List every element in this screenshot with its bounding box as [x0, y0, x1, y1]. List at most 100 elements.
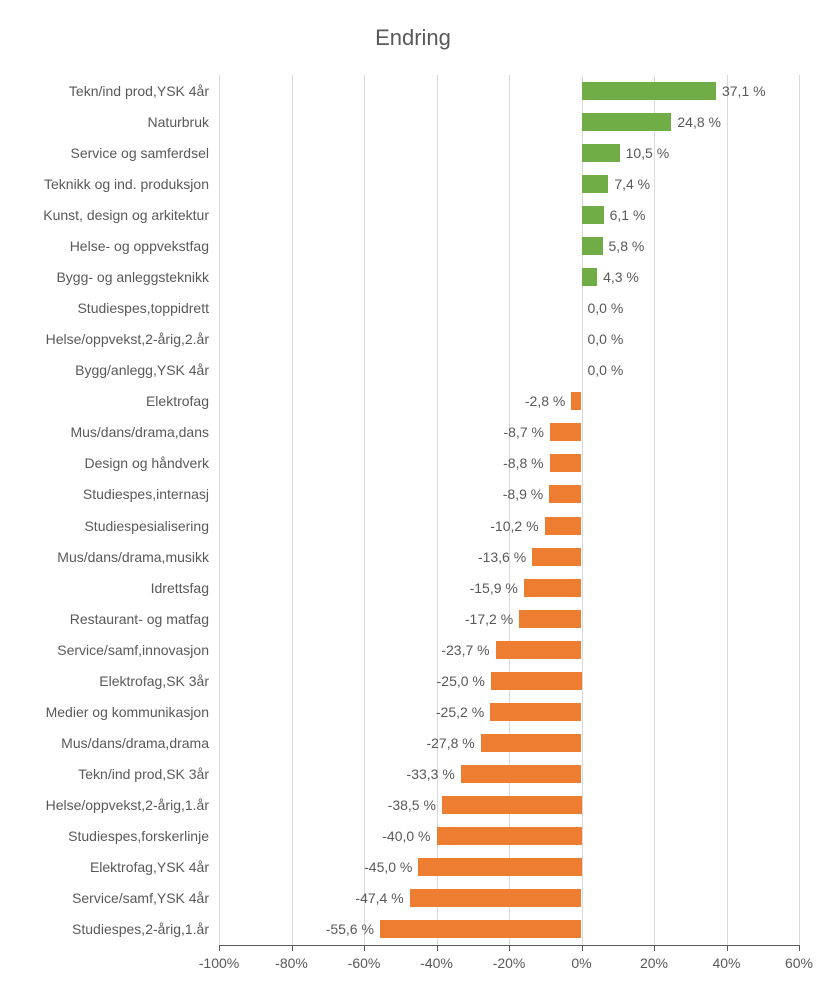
- bar: [571, 392, 581, 410]
- bar: [582, 268, 598, 286]
- x-tick: [292, 945, 293, 951]
- x-tick-label: 20%: [640, 955, 668, 971]
- category-label: Service/samf,innovasjon: [57, 642, 209, 658]
- gridline: [509, 75, 510, 945]
- bar: [418, 858, 581, 876]
- x-tick: [364, 945, 365, 951]
- data-label: 0,0 %: [588, 362, 624, 378]
- category-label: Helse/oppvekst,2-årig,2.år: [46, 331, 209, 347]
- data-label: 7,4 %: [614, 176, 650, 192]
- bar: [582, 237, 603, 255]
- bar: [490, 703, 581, 721]
- category-label: Elektrofag,YSK 4år: [90, 859, 209, 875]
- gridline: [364, 75, 365, 945]
- bar: [519, 610, 581, 628]
- data-label: -10,2 %: [490, 518, 538, 534]
- data-label: -15,9 %: [470, 580, 518, 596]
- bar: [545, 517, 582, 535]
- bar: [532, 548, 581, 566]
- chart-container: Endring -100%-80%-60%-40%-20%0%20%40%60%…: [0, 0, 826, 990]
- category-label: Mus/dans/drama,dans: [70, 424, 209, 440]
- x-tick-label: -60%: [348, 955, 381, 971]
- category-label: Mus/dans/drama,musikk: [57, 549, 209, 565]
- category-label: Teknikk og ind. produksjon: [44, 176, 209, 192]
- data-label: 6,1 %: [610, 207, 646, 223]
- category-label: Helse/oppvekst,2-årig,1.år: [46, 797, 209, 813]
- bar: [582, 113, 672, 131]
- bar: [437, 827, 582, 845]
- data-label: 5,8 %: [609, 238, 645, 254]
- x-tick: [219, 945, 220, 951]
- data-label: -27,8 %: [426, 735, 474, 751]
- data-label: -13,6 %: [478, 549, 526, 565]
- bar: [410, 889, 582, 907]
- category-label: Studiespes,2-årig,1.år: [72, 921, 209, 937]
- x-tick: [654, 945, 655, 951]
- x-tick-label: 40%: [712, 955, 740, 971]
- category-label: Bygg/anlegg,YSK 4år: [75, 362, 209, 378]
- x-tick-label: -80%: [275, 955, 308, 971]
- gridline: [654, 75, 655, 945]
- category-label: Mus/dans/drama,drama: [61, 735, 209, 751]
- x-tick: [509, 945, 510, 951]
- gridline: [292, 75, 293, 945]
- bar: [491, 672, 582, 690]
- data-label: -17,2 %: [465, 611, 513, 627]
- category-label: Restaurant- og matfag: [70, 611, 209, 627]
- data-label: -23,7 %: [441, 642, 489, 658]
- category-label: Service/samf,YSK 4år: [72, 890, 209, 906]
- data-label: -38,5 %: [388, 797, 436, 813]
- gridline: [727, 75, 728, 945]
- x-tick: [437, 945, 438, 951]
- chart-title: Endring: [0, 25, 826, 51]
- category-label: Design og håndverk: [84, 455, 209, 471]
- category-label: Studiespesialisering: [84, 518, 209, 534]
- category-label: Studiespes,toppidrett: [77, 300, 209, 316]
- bar: [550, 454, 582, 472]
- category-label: Medier og kommunikasjon: [46, 704, 209, 720]
- data-label: 0,0 %: [588, 331, 624, 347]
- bar: [582, 144, 620, 162]
- data-label: 24,8 %: [677, 114, 721, 130]
- data-label: -33,3 %: [407, 766, 455, 782]
- category-label: Tekn/ind prod,YSK 4år: [69, 83, 209, 99]
- category-label: Elektrofag,SK 3år: [99, 673, 209, 689]
- data-label: -8,7 %: [503, 424, 543, 440]
- x-tick-label: 60%: [785, 955, 813, 971]
- category-label: Elektrofag: [146, 393, 209, 409]
- plot-area: -100%-80%-60%-40%-20%0%20%40%60%Tekn/ind…: [219, 75, 799, 945]
- data-label: -25,2 %: [436, 704, 484, 720]
- category-label: Studiespes,forskerlinje: [68, 828, 209, 844]
- x-tick: [799, 945, 800, 951]
- category-label: Studiespes,internasj: [83, 486, 209, 502]
- bar: [582, 82, 716, 100]
- category-label: Naturbruk: [148, 114, 209, 130]
- data-label: -2,8 %: [525, 393, 565, 409]
- data-label: -25,0 %: [437, 673, 485, 689]
- data-label: 37,1 %: [722, 83, 766, 99]
- data-label: 0,0 %: [588, 300, 624, 316]
- category-label: Idrettsfag: [151, 580, 209, 596]
- bar: [496, 641, 582, 659]
- bar: [582, 206, 604, 224]
- x-tick-label: -20%: [493, 955, 526, 971]
- data-label: -40,0 %: [382, 828, 430, 844]
- gridline: [799, 75, 800, 945]
- bar: [549, 485, 581, 503]
- bar: [550, 423, 582, 441]
- x-tick-label: -40%: [420, 955, 453, 971]
- x-tick-label: -100%: [199, 955, 239, 971]
- bar: [442, 796, 582, 814]
- data-label: 10,5 %: [626, 145, 670, 161]
- data-label: -55,6 %: [326, 921, 374, 937]
- category-label: Helse- og oppvekstfag: [70, 238, 209, 254]
- data-label: -8,8 %: [503, 455, 543, 471]
- gridline: [437, 75, 438, 945]
- data-label: 4,3 %: [603, 269, 639, 285]
- category-label: Service og samferdsel: [70, 145, 209, 161]
- gridline: [219, 75, 220, 945]
- category-label: Kunst, design og arkitektur: [43, 207, 209, 223]
- bar: [481, 734, 582, 752]
- data-label: -8,9 %: [503, 486, 543, 502]
- data-label: -45,0 %: [364, 859, 412, 875]
